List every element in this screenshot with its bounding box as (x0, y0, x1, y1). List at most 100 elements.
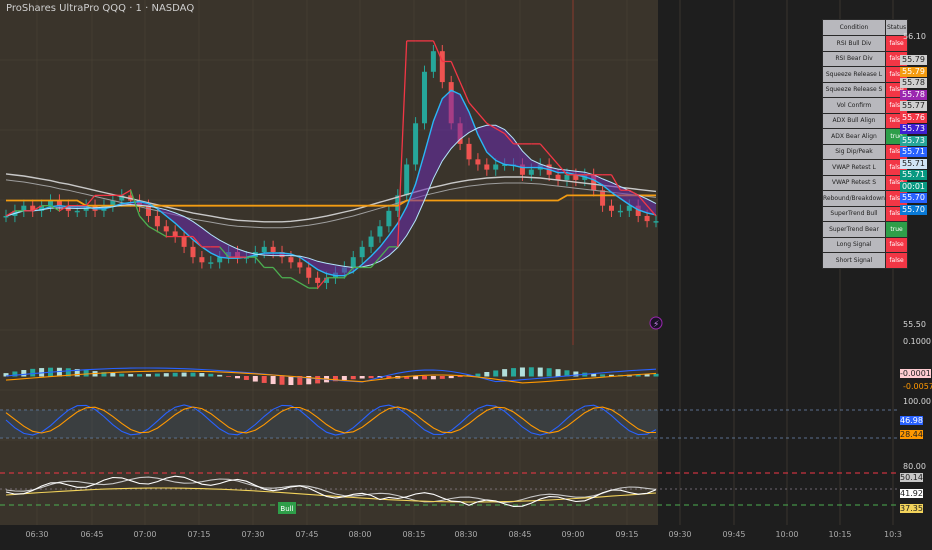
price-badge: 55.71 (900, 147, 927, 157)
macd-histogram-bar (217, 374, 223, 377)
candle-body (172, 231, 178, 237)
macd-histogram-bar (243, 376, 249, 380)
price-axis-label: 56.10 (903, 32, 926, 41)
macd-histogram-bar (270, 376, 276, 385)
macd-histogram-bar (145, 373, 151, 377)
candle-body (386, 210, 392, 227)
price-badge: 55.73 (900, 124, 927, 134)
macd-histogram-bar (297, 376, 303, 385)
macd-histogram-bar (653, 373, 659, 377)
lightning-icon: ⚡ (653, 320, 659, 330)
chart-area-bg (0, 0, 658, 525)
candle-body (48, 200, 54, 206)
candle-body (190, 246, 196, 258)
candle-body (421, 71, 427, 124)
supertrend-segment (139, 215, 149, 227)
candle-body (555, 174, 561, 180)
macd-signal-label: -0.0057 (903, 382, 932, 391)
candle-body (217, 257, 223, 263)
macd-histogram-bar (172, 372, 178, 377)
table-row: SuperTrend Bear true (822, 221, 909, 238)
time-axis-label: 09:15 (615, 530, 639, 539)
candle-body (626, 205, 632, 211)
macd-histogram-bar (110, 373, 116, 377)
price-badge: 55.71 (900, 170, 927, 180)
indicator-lines (5, 40, 657, 289)
supertrend-segment (468, 102, 479, 114)
macd-histogram-bar (30, 368, 36, 377)
macd-histogram-bar (555, 369, 561, 377)
macd-histogram-bar (332, 376, 338, 382)
time-axis-label: 06:30 (25, 530, 49, 539)
supertrend-segment (637, 194, 648, 207)
time-axis-label: 07:00 (133, 530, 157, 539)
supertrend-segment (290, 277, 301, 284)
condition-cell: SuperTrend Bear (822, 221, 886, 238)
macd-histogram-bar (128, 374, 134, 377)
candle-body (475, 159, 481, 165)
time-axis-label: 06:45 (80, 530, 104, 539)
table-row: RSI Bear Div false (822, 50, 909, 67)
candle-body (119, 195, 125, 201)
candle-body (413, 123, 419, 165)
price-badge: 55.70 (900, 204, 927, 215)
ema-slow-line (5, 124, 657, 269)
macd-histogram-bar (12, 371, 18, 377)
time-axis-label: 09:00 (561, 530, 585, 539)
condition-cell: Short Signal (822, 252, 886, 269)
supertrend-segment (254, 256, 265, 268)
candle-body (154, 215, 160, 227)
macd-histogram-bar (511, 368, 517, 377)
macd-histogram-bar (65, 368, 71, 377)
status-cell: false (884, 236, 909, 253)
candle-body (439, 51, 445, 83)
price-axis-label: 55.50 (903, 320, 926, 329)
candle-body (608, 205, 614, 211)
ema-cloud (6, 90, 656, 276)
candle-body (21, 205, 27, 211)
supertrend-segment (50, 205, 60, 212)
rsi-ma (5, 487, 657, 503)
table-header-status: Status (884, 19, 909, 36)
candle-body (564, 174, 570, 180)
rsi-band-upper (5, 476, 657, 504)
macd-histogram-bar (430, 376, 436, 380)
price-badge: 55.79 (900, 55, 927, 65)
macd-histogram-bar (101, 372, 107, 377)
macd-histogram-bar (600, 374, 606, 377)
condition-cell: Vol Confirm (822, 97, 886, 114)
signal-line (5, 370, 657, 384)
status-cell: true (884, 221, 909, 238)
candle-body (484, 164, 490, 170)
supertrend-segment (459, 81, 470, 103)
supertrend-segment (495, 127, 505, 135)
macd-histogram-bar (39, 368, 45, 377)
macd-histogram-bar (181, 372, 187, 377)
supertrend-segment (397, 40, 408, 247)
macd-histogram-bar (421, 376, 427, 380)
supertrend-segment (486, 122, 497, 129)
rsi-ma-label: 37.35 (900, 504, 923, 513)
candle-body (653, 221, 659, 223)
candle-body (430, 51, 436, 72)
price-badge: 55.78 (900, 78, 927, 88)
candle-body (270, 246, 276, 253)
bull-annotation-box (278, 502, 296, 514)
alert-icon[interactable] (649, 316, 663, 330)
candle-body (306, 267, 312, 278)
status-cell: false (884, 35, 909, 52)
time-axis-label: 09:30 (668, 530, 692, 539)
condition-cell: Squeeze Release S (822, 81, 886, 98)
macd-histogram-bar (235, 376, 241, 379)
macd-histogram-bar (56, 367, 62, 377)
macd-histogram-bar (404, 376, 410, 379)
macd-histogram-bar (190, 372, 196, 377)
candle-body (181, 236, 187, 247)
supertrend-segment (504, 133, 515, 145)
time-axis-label: 07:30 (241, 530, 265, 539)
macd-value-label: -0.0001 (900, 369, 931, 378)
candle-body (56, 200, 62, 206)
supertrend-segment (477, 112, 488, 124)
